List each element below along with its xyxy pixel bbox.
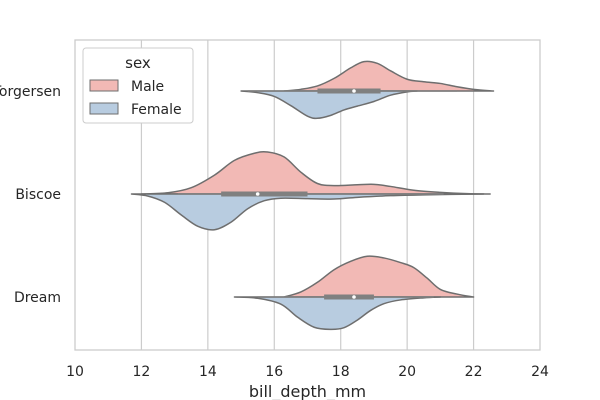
legend-title: sex: [125, 54, 151, 72]
legend: sex Male Female: [82, 47, 194, 124]
violin-biscoe-female: [130, 193, 485, 231]
y-tick-label-torgersen: Torgersen: [0, 84, 61, 100]
x-tick-label-14: 14: [199, 364, 217, 380]
y-tick-label-dream: Dream: [14, 290, 61, 306]
legend-label-male: Male: [131, 79, 164, 95]
violin-dream-male: [283, 255, 475, 298]
violin-torgersen-male: [283, 60, 495, 92]
violin-biscoe-male: [140, 150, 491, 195]
y-tick-label-biscoe: Biscoe: [15, 187, 61, 203]
y-axis-ticks: Torgersen Biscoe Dream: [0, 84, 61, 306]
box-biscoe: [221, 191, 308, 197]
x-tick-label-24: 24: [531, 364, 549, 380]
x-tick-label-22: 22: [465, 364, 483, 380]
legend-swatch-female: [89, 102, 119, 115]
x-tick-label-16: 16: [265, 364, 283, 380]
x-tick-label-18: 18: [332, 364, 350, 380]
x-axis-ticks: 10 12 14 16 18 20 22 24: [66, 364, 549, 380]
x-axis-label: bill_depth_mm: [249, 382, 366, 400]
violin-torgersen-female: [240, 90, 418, 120]
boxplots: [177, 88, 457, 300]
median-dream: [352, 295, 356, 299]
x-tick-label-20: 20: [398, 364, 416, 380]
legend-swatch-male: [89, 79, 119, 92]
x-tick-label-12: 12: [133, 364, 151, 380]
violins: [130, 60, 495, 331]
box-dream: [324, 294, 374, 300]
median-biscoe: [255, 192, 260, 196]
x-tick-label-10: 10: [66, 364, 84, 380]
box-torgersen: [317, 88, 381, 94]
legend-label-female: Female: [131, 102, 182, 118]
median-torgersen: [352, 89, 356, 93]
plot-frame: [74, 39, 541, 351]
violin-dream-female: [233, 296, 442, 331]
